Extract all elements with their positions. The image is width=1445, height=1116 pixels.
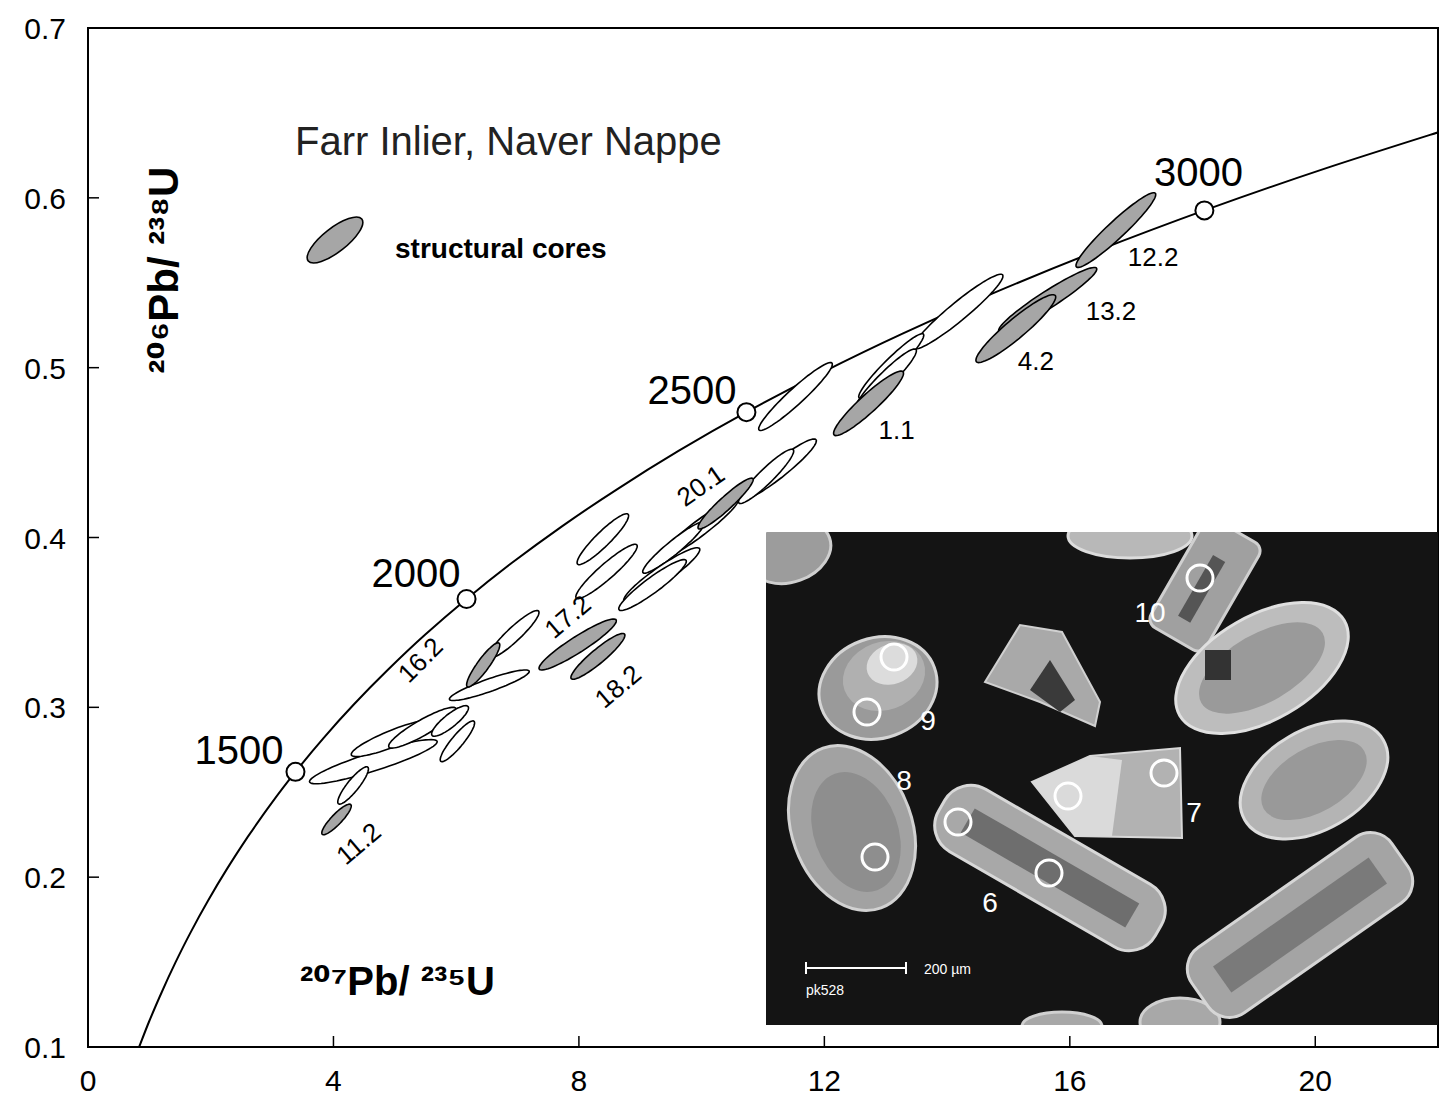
age-marker bbox=[286, 763, 304, 781]
age-label: 2000 bbox=[372, 551, 461, 595]
y-tick bbox=[88, 537, 99, 539]
x-tick-label: 16 bbox=[1053, 1064, 1086, 1097]
x-tick-label: 8 bbox=[571, 1064, 588, 1097]
legend-swatch bbox=[301, 210, 369, 271]
age-label: 3000 bbox=[1154, 150, 1243, 194]
x-tick-label: 20 bbox=[1299, 1064, 1332, 1097]
zircon-grain bbox=[767, 728, 938, 929]
zircon-zone bbox=[1178, 555, 1225, 623]
age-label: 1500 bbox=[194, 728, 283, 772]
age-marker bbox=[1195, 201, 1213, 219]
zircon-grain bbox=[985, 625, 1100, 726]
x-tick bbox=[1069, 1036, 1071, 1047]
zircon-grain bbox=[1177, 822, 1423, 1025]
spot-label: 4.2 bbox=[1018, 346, 1054, 376]
grain-label: 7 bbox=[1186, 797, 1202, 828]
error-ellipse bbox=[913, 274, 1003, 349]
analysis-spot bbox=[1187, 565, 1213, 591]
x-tick-label: 4 bbox=[325, 1064, 342, 1097]
concordia-curve bbox=[138, 125, 1439, 1047]
y-tick bbox=[88, 707, 99, 709]
spot-label: 18.2 bbox=[589, 659, 647, 715]
error-ellipse bbox=[467, 643, 500, 687]
analysis-spot bbox=[854, 699, 880, 725]
y-tick-label: 0.5 bbox=[24, 352, 66, 385]
y-tick-label: 0.3 bbox=[24, 691, 66, 724]
scale-bar-label: 200 µm bbox=[924, 961, 971, 977]
x-tick bbox=[1315, 1036, 1317, 1047]
zircon-zone bbox=[1213, 857, 1387, 992]
analysis-spot bbox=[1151, 760, 1177, 786]
zircon-grain bbox=[795, 759, 916, 904]
chart-title: Farr Inlier, Naver Nappe bbox=[295, 119, 722, 163]
zircon-grain bbox=[1022, 1012, 1102, 1025]
error-ellipse bbox=[759, 363, 833, 431]
chart-svg: 0 4 8 12 16 20 0.1 0.2 0.3 0.4 0.5 0.6 0.7 Farr Inlie… bbox=[0, 0, 1445, 1116]
spot-label: 1.1 bbox=[879, 415, 915, 445]
grain-label: 8 bbox=[896, 765, 912, 796]
zircon-grain bbox=[1068, 532, 1192, 558]
error-ellipse bbox=[449, 670, 529, 701]
x-tick-label: 12 bbox=[808, 1064, 841, 1097]
age-label: 2500 bbox=[647, 368, 736, 412]
error-ellipse bbox=[576, 544, 637, 598]
y-tick-label: 0.2 bbox=[24, 861, 66, 894]
zircon-grain bbox=[805, 620, 952, 755]
spot-label: 12.2 bbox=[1128, 242, 1179, 272]
scale-bar bbox=[806, 967, 906, 969]
x-tick bbox=[824, 1036, 826, 1047]
scale-bar-end bbox=[805, 962, 807, 974]
analysis-spot bbox=[862, 844, 888, 870]
x-axis-title: ²⁰⁷Pb/ ²³⁵U bbox=[300, 959, 495, 1003]
spot-label: 13.2 bbox=[1086, 296, 1137, 326]
analysis-spot bbox=[1036, 860, 1062, 886]
x-tick bbox=[87, 1036, 89, 1047]
y-axis-title: ²⁰⁶Pb/ ²³⁸U bbox=[140, 167, 187, 374]
grain-label: 6 bbox=[982, 887, 998, 918]
zircon-grain bbox=[1032, 748, 1182, 838]
zircon-zone bbox=[1205, 650, 1231, 680]
error-ellipse bbox=[619, 560, 687, 611]
spot-label: 11.2 bbox=[330, 816, 387, 870]
zircon-grain bbox=[1248, 723, 1380, 836]
x-tick bbox=[578, 1036, 580, 1047]
x-tick-label: 0 bbox=[80, 1064, 97, 1097]
y-tick bbox=[88, 27, 99, 29]
x-tick bbox=[333, 1036, 335, 1047]
spot-label: 17.2 bbox=[539, 589, 597, 645]
spot-label: 20.1 bbox=[671, 459, 730, 513]
legend-label: structural cores bbox=[395, 233, 607, 264]
zircon-grain bbox=[766, 532, 840, 595]
y-tick-label: 0.4 bbox=[24, 522, 66, 555]
inset-image: 10 98 7 6 200 µm pk528 bbox=[766, 532, 1438, 1025]
analysis-spot bbox=[1055, 783, 1081, 809]
zircon-grain bbox=[861, 636, 924, 691]
spot-label: 16.2 bbox=[392, 631, 449, 688]
error-ellipse bbox=[739, 449, 794, 503]
plot-frame bbox=[88, 28, 1438, 1047]
scale-bar-end bbox=[905, 962, 907, 974]
y-tick bbox=[88, 876, 99, 878]
error-ellipse bbox=[440, 721, 474, 762]
y-tick bbox=[88, 1046, 99, 1048]
analysis-spot bbox=[945, 809, 971, 835]
age-marker bbox=[737, 403, 755, 421]
inset-background bbox=[766, 532, 1438, 1025]
analysis-spot bbox=[881, 644, 907, 670]
grain-label: 10 bbox=[1134, 597, 1165, 628]
grain-label: 9 bbox=[920, 705, 936, 736]
y-tick-label: 0.7 bbox=[24, 12, 66, 45]
plot-area bbox=[138, 125, 1439, 1047]
zircon-zone bbox=[1032, 756, 1122, 836]
y-tick bbox=[88, 197, 99, 199]
zircon-grain bbox=[1184, 604, 1339, 733]
zircon-zone bbox=[1030, 660, 1075, 712]
error-ellipse bbox=[338, 767, 369, 804]
sample-label: pk528 bbox=[806, 982, 844, 998]
error-ellipse bbox=[322, 804, 352, 835]
y-tick-label: 0.1 bbox=[24, 1031, 66, 1064]
zircon-grain bbox=[1177, 822, 1423, 1025]
y-tick-label: 0.6 bbox=[24, 182, 66, 215]
y-tick bbox=[88, 367, 99, 369]
